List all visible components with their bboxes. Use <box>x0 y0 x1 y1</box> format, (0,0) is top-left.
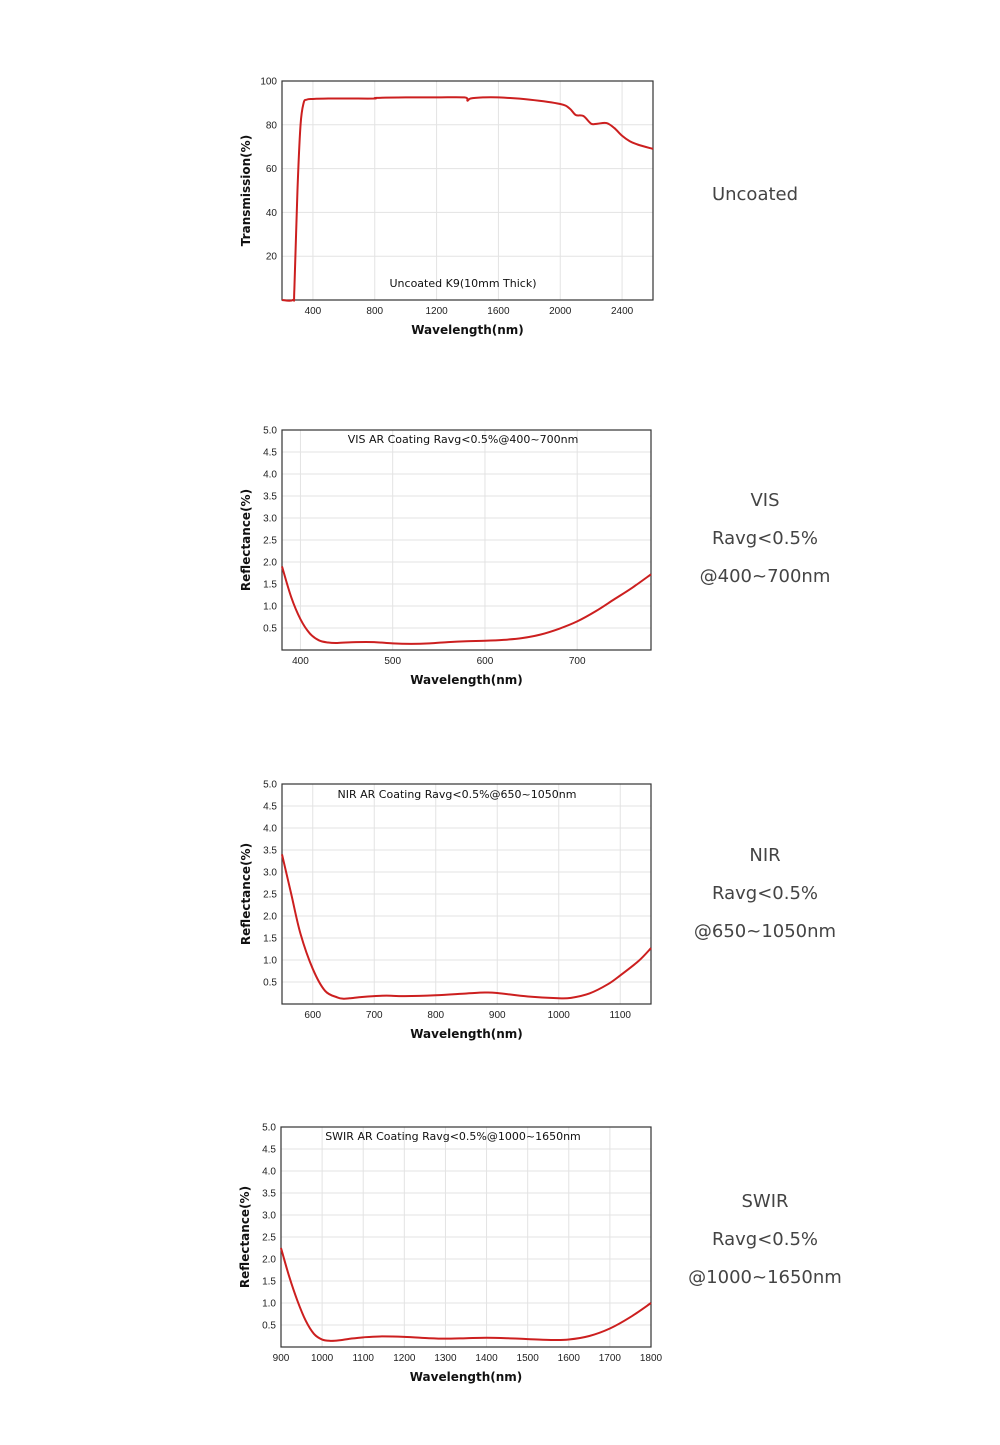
y-tick-label: 1.0 <box>262 1299 276 1310</box>
series-line <box>281 566 652 645</box>
y-tick-label: 4.5 <box>262 1145 276 1156</box>
y-tick-label: 4.0 <box>263 470 277 481</box>
chart-transmission-uncoated: 400 800 1200 1600 2000 2400 20 40 60 80 100 Wavelen… <box>239 77 654 337</box>
plot-frame <box>281 783 652 1005</box>
y-tick-label: 80 <box>266 120 278 131</box>
x-tick-label: 1300 <box>434 1353 457 1364</box>
chart-title: Uncoated K9(10mm Thick) <box>390 277 537 290</box>
side-label-line: @1000~1650nm <box>688 1267 842 1288</box>
side-label-vis: VIS Ravg<0.5% @400~700nm <box>665 482 865 596</box>
plot-frame <box>280 1126 652 1348</box>
y-tick-label: 2.0 <box>263 558 277 569</box>
y-tick-label: 5.0 <box>263 780 277 791</box>
y-tick-label: 2.5 <box>263 890 277 901</box>
x-axis-label: Wavelength(nm) <box>410 673 523 687</box>
side-label-line: Uncoated <box>711 184 799 205</box>
x-tick-label: 1100 <box>609 1010 631 1021</box>
y-tick-label: 40 <box>266 208 278 219</box>
y-tick-label: 2.0 <box>263 912 277 923</box>
chart-reflectance-swir: 900 1000 1100 1200 1300 1400 1500 1600 1700 1800 0… <box>238 1123 663 1385</box>
y-tick-label: 2.5 <box>263 536 277 547</box>
x-tick-label: 500 <box>384 656 401 667</box>
x-tick-label: 2400 <box>611 306 634 317</box>
side-label-line: Ravg<0.5% <box>711 883 819 904</box>
y-tick-label: 0.5 <box>262 1321 276 1332</box>
y-tick-label: 100 <box>260 77 277 88</box>
side-label-uncoated: Uncoated <box>655 176 855 214</box>
x-tick-label: 800 <box>427 1010 444 1021</box>
x-tick-label: 1500 <box>517 1353 540 1364</box>
side-label-swir: SWIR Ravg<0.5% @1000~1650nm <box>665 1183 865 1297</box>
x-axis-label: Wavelength(nm) <box>410 1027 523 1041</box>
y-tick-label: 3.5 <box>262 1189 276 1200</box>
y-tick-label: 3.5 <box>263 846 277 857</box>
chart-title: VIS AR Coating Ravg<0.5%@400~700nm <box>348 433 579 446</box>
x-tick-label: 1200 <box>393 1353 416 1364</box>
y-tick-label: 1.5 <box>262 1277 276 1288</box>
x-axis-label: Wavelength(nm) <box>411 323 524 337</box>
y-tick-label: 1.5 <box>263 580 277 591</box>
side-label-line: Ravg<0.5% <box>711 1229 819 1250</box>
y-tick-label: 1.0 <box>263 956 277 967</box>
y-tick-label: 2.5 <box>262 1233 276 1244</box>
y-axis-label: Transmission(%) <box>239 135 253 246</box>
y-tick-label: 4.0 <box>262 1167 276 1178</box>
series-line <box>280 1247 652 1342</box>
side-label-nir: NIR Ravg<0.5% @650~1050nm <box>665 837 865 951</box>
x-tick-label: 400 <box>292 656 309 667</box>
y-tick-label: 60 <box>266 164 278 175</box>
x-tick-label: 2000 <box>549 306 572 317</box>
side-label-line: @650~1050nm <box>693 921 837 942</box>
side-label-line: SWIR <box>741 1191 789 1212</box>
x-axis-label: Wavelength(nm) <box>410 1370 523 1384</box>
x-tick-label: 600 <box>477 656 494 667</box>
y-tick-label: 3.0 <box>263 868 277 879</box>
x-tick-label: 400 <box>305 306 322 317</box>
series-line <box>281 854 652 1000</box>
x-tick-label: 1000 <box>311 1353 334 1364</box>
x-tick-label: 900 <box>273 1353 290 1364</box>
y-axis-label: Reflectance(%) <box>239 843 253 945</box>
x-tick-label: 1000 <box>548 1010 571 1021</box>
x-tick-label: 1700 <box>599 1353 622 1364</box>
x-tick-label: 1800 <box>640 1353 663 1364</box>
side-label-line: VIS <box>750 490 780 511</box>
plot-frame <box>281 429 652 651</box>
x-tick-label: 600 <box>304 1010 321 1021</box>
y-tick-label: 5.0 <box>263 426 277 437</box>
x-tick-label: 700 <box>569 656 586 667</box>
y-tick-label: 3.0 <box>262 1211 276 1222</box>
x-tick-label: 700 <box>366 1010 383 1021</box>
x-tick-label: 1400 <box>475 1353 498 1364</box>
x-tick-label: 1600 <box>487 306 510 317</box>
y-tick-label: 20 <box>266 252 278 263</box>
chart-reflectance-vis: 400 500 600 700 0.5 1.0 1.5 2.0 2.5 3.0 3.5 4.0 4.5 5… <box>239 426 652 687</box>
y-tick-label: 3.0 <box>263 514 277 525</box>
chart-title: SWIR AR Coating Ravg<0.5%@1000~1650nm <box>325 1130 581 1143</box>
x-tick-label: 900 <box>489 1010 506 1021</box>
y-axis-label: Reflectance(%) <box>238 1186 252 1288</box>
y-tick-label: 4.0 <box>263 824 277 835</box>
y-axis-label: Reflectance(%) <box>239 489 253 591</box>
chart-reflectance-nir: 600 700 800 900 1000 1100 0.5 1.0 1.5 2.0 2.5 3.0 3.… <box>239 780 652 1041</box>
y-tick-label: 1.0 <box>263 602 277 613</box>
side-label-line: Ravg<0.5% <box>711 528 819 549</box>
y-tick-label: 4.5 <box>263 802 277 813</box>
side-label-line: @400~700nm <box>699 566 831 587</box>
x-tick-label: 1600 <box>558 1353 581 1364</box>
y-tick-label: 4.5 <box>263 448 277 459</box>
y-tick-label: 5.0 <box>262 1123 276 1134</box>
x-tick-label: 800 <box>366 306 383 317</box>
y-tick-label: 2.0 <box>262 1255 276 1266</box>
side-label-line: NIR <box>749 845 781 866</box>
series-line <box>281 96 654 302</box>
y-tick-label: 3.5 <box>263 492 277 503</box>
x-tick-label: 1100 <box>352 1353 374 1364</box>
y-tick-label: 0.5 <box>263 978 277 989</box>
x-tick-label: 1200 <box>425 306 448 317</box>
y-tick-label: 0.5 <box>263 624 277 635</box>
plot-frame <box>281 80 654 301</box>
y-tick-label: 1.5 <box>263 934 277 945</box>
chart-title: NIR AR Coating Ravg<0.5%@650~1050nm <box>338 788 577 801</box>
